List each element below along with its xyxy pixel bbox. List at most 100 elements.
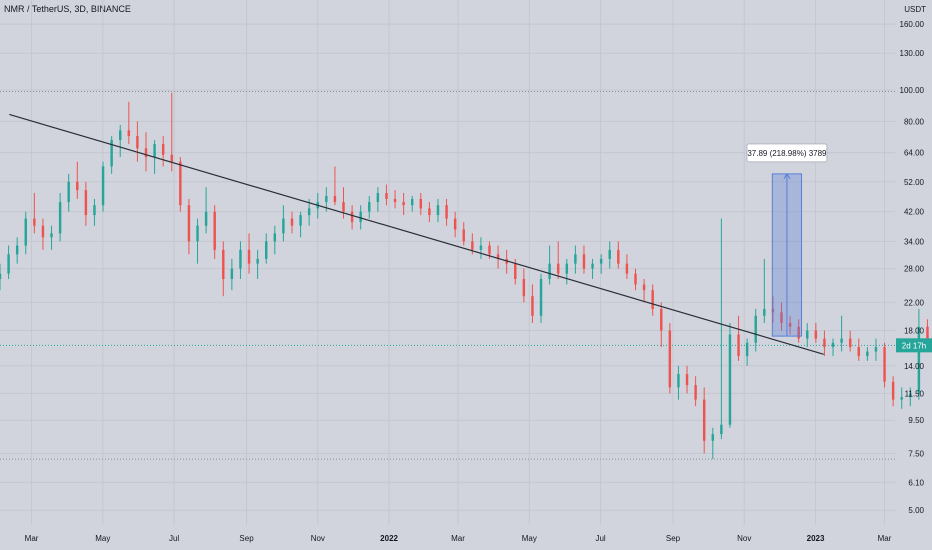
x-tick-label: Sep xyxy=(239,534,254,543)
candle-body xyxy=(170,154,173,162)
candle-body xyxy=(290,218,294,226)
x-tick-label: Nov xyxy=(311,534,325,543)
candle-body xyxy=(282,218,285,234)
candle-body xyxy=(711,434,715,441)
candle-body xyxy=(488,245,491,255)
candle-body xyxy=(15,245,19,255)
candle-body xyxy=(264,241,268,259)
candle-body xyxy=(342,202,345,212)
candle-body xyxy=(393,198,397,203)
candle-body xyxy=(410,198,414,206)
y-tick-label: 22.00 xyxy=(904,298,925,307)
candle-body xyxy=(256,258,259,264)
x-tick-label: Mar xyxy=(451,534,465,543)
x-tick-label: May xyxy=(95,534,110,543)
candle-body xyxy=(780,312,783,323)
candle-body xyxy=(127,130,131,137)
candle-body xyxy=(720,424,723,435)
y-tick-label: 52.00 xyxy=(904,178,925,187)
candle-body xyxy=(325,195,328,203)
x-tick-label: 2023 xyxy=(807,534,825,543)
candle-body xyxy=(900,397,903,400)
candle-body xyxy=(909,393,912,398)
y-tick-label: 5.00 xyxy=(908,506,924,515)
candle-body xyxy=(745,342,749,357)
candle-body xyxy=(797,326,800,339)
currency-label: USDT xyxy=(904,5,926,14)
candle-body xyxy=(144,148,148,158)
candle-body xyxy=(642,284,646,291)
candle-body xyxy=(359,211,362,223)
candle-body xyxy=(247,249,251,264)
candle-body xyxy=(7,254,10,274)
candle-body xyxy=(728,334,732,425)
candle-body xyxy=(565,263,569,274)
x-tick-label: Sep xyxy=(666,534,681,543)
candle-body xyxy=(763,308,766,316)
candle-body xyxy=(93,205,96,216)
candle-body xyxy=(453,218,457,230)
candle-body xyxy=(831,342,835,348)
candle-body xyxy=(67,181,70,203)
candle-body xyxy=(677,374,680,388)
candle-body xyxy=(866,351,869,357)
candle-body xyxy=(119,130,122,141)
trendline xyxy=(9,113,824,355)
candle-body xyxy=(222,249,225,279)
y-tick-label: 18.00 xyxy=(904,327,925,336)
measure-label-box xyxy=(746,143,828,163)
y-tick-label: 11.50 xyxy=(905,389,925,398)
candle-body xyxy=(539,278,543,316)
time-axis[interactable]: Mar May Jul Sep Nov 2022 Mar May Jul Sep Nov 2023 Ma… xyxy=(25,534,892,543)
candle-body xyxy=(771,308,775,313)
candle-body xyxy=(402,202,405,206)
candle-body xyxy=(617,249,620,264)
measure-label: 37.89 (218.98%) 3789 xyxy=(747,149,827,158)
candle-body xyxy=(883,347,886,382)
candle-body xyxy=(531,296,534,316)
candle-body xyxy=(333,195,337,203)
candle-body xyxy=(857,347,861,357)
candle-body xyxy=(926,326,929,346)
candle-body xyxy=(428,208,431,216)
candle-body xyxy=(840,338,843,343)
candle-body xyxy=(582,254,586,269)
candle-body xyxy=(651,290,654,309)
candle-body xyxy=(58,202,62,234)
y-tick-label: 28.00 xyxy=(904,265,925,274)
candle-body xyxy=(814,330,818,339)
candle-body xyxy=(230,268,234,279)
y-tick-label: 100.00 xyxy=(900,86,925,95)
y-tick-label: 34.00 xyxy=(904,237,925,246)
candle-body xyxy=(660,308,663,331)
candle-body xyxy=(599,258,603,264)
candle-body xyxy=(496,254,500,259)
grid xyxy=(0,0,895,525)
candle-body xyxy=(136,136,139,149)
candle-body xyxy=(548,263,551,279)
candle-body xyxy=(522,278,526,297)
candle-body xyxy=(273,233,277,242)
candle-body xyxy=(376,192,380,203)
chart-title: NMR / TetherUS, 3D, BINANCE xyxy=(4,4,131,14)
candle-body xyxy=(33,218,36,226)
candle-body xyxy=(754,315,757,343)
candle-body xyxy=(685,374,689,386)
candle-body xyxy=(702,399,706,441)
candle-body xyxy=(368,202,371,212)
candle-body xyxy=(806,330,809,339)
price-tag-label: 2d 17h xyxy=(902,341,926,350)
x-tick-label: Jul xyxy=(595,534,605,543)
price-axis[interactable]: 160.00 130.00 100.00 80.00 64.00 52.00 42.00 34… xyxy=(896,20,932,515)
candle-body xyxy=(76,181,79,191)
y-tick-label: 42.00 xyxy=(904,208,925,217)
x-tick-label: Mar xyxy=(25,534,39,543)
candle-body xyxy=(110,140,113,167)
y-tick-label: 14.00 xyxy=(904,362,925,371)
candle-body xyxy=(848,338,852,348)
candle-body xyxy=(161,144,165,155)
candle-body xyxy=(462,229,465,242)
y-tick-label: 160.00 xyxy=(900,20,925,29)
